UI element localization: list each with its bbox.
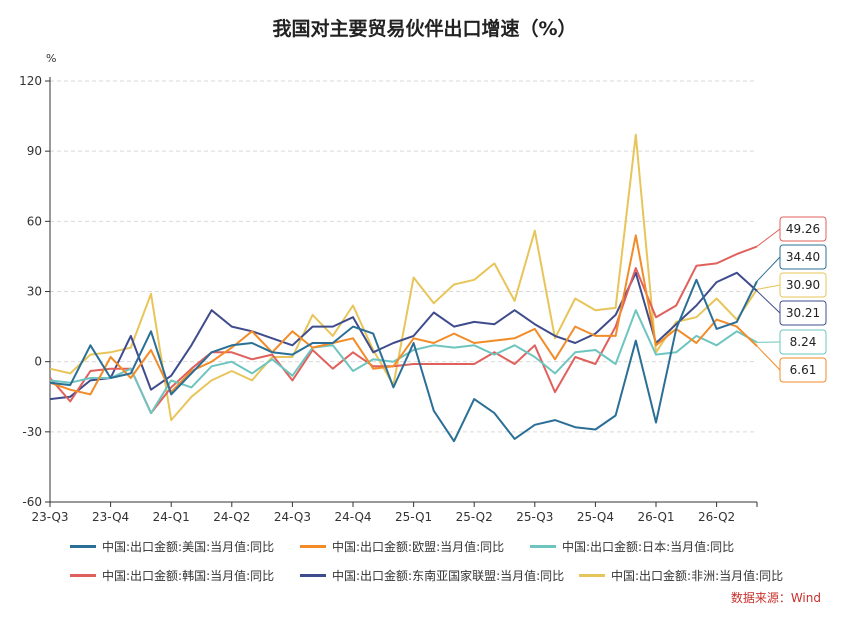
x-tick-label: 23-Q4 (92, 510, 129, 524)
legend-label: 中国:出口金额:欧盟:当月值:同比 (332, 540, 505, 554)
legend-item: 中国:出口金额:美国:当月值:同比 (70, 538, 274, 555)
callout-leader (756, 228, 781, 247)
x-tick-label: 24-Q1 (153, 510, 190, 524)
callout-box (779, 300, 827, 326)
x-tick-label: 25-Q4 (577, 510, 614, 524)
end-value-label: 49.26 (786, 222, 820, 236)
callout-box (779, 216, 827, 242)
series-line-0 (49, 278, 758, 443)
callout-box (779, 329, 827, 355)
data-source: 数据来源：Wind (730, 591, 821, 605)
legend-item: 中国:出口金额:韩国:当月值:同比 (70, 567, 274, 584)
legend-label: 中国:出口金额:非洲:当月值:同比 (611, 569, 784, 583)
y-axis-unit: % (46, 52, 57, 65)
y-tick-label: 60 (27, 214, 42, 228)
callout-leader (756, 256, 781, 282)
x-tick-label: 26-Q1 (637, 510, 674, 524)
x-tick-label: 25-Q2 (456, 510, 493, 524)
end-value-label: 34.40 (786, 250, 820, 264)
legend-item: 中国:出口金额:非洲:当月值:同比 (579, 567, 783, 584)
y-tick-label: 90 (27, 144, 42, 158)
y-tick-label: 30 (27, 285, 42, 299)
end-value-label: 30.90 (786, 278, 820, 292)
x-tick-label: 23-Q3 (31, 510, 68, 524)
series-line-4 (49, 271, 758, 401)
end-value-label: 8.24 (790, 335, 817, 349)
y-tick-label: -60 (22, 495, 42, 509)
legend-item: 中国:出口金额:欧盟:当月值:同比 (300, 538, 504, 555)
y-tick-label: 0 (34, 355, 42, 369)
legend-swatch (530, 545, 556, 548)
legend-item: 中国:出口金额:日本:当月值:同比 (530, 538, 734, 555)
x-tick-label: 24-Q2 (213, 510, 250, 524)
x-tick-label: 26-Q2 (698, 510, 735, 524)
callout-box (779, 244, 827, 270)
series-line-5 (49, 133, 758, 422)
legend-swatch (300, 574, 326, 577)
chart-title: 我国对主要贸易伙伴出口增速（%） (272, 18, 577, 40)
legend-label: 中国:出口金额:美国:当月值:同比 (102, 540, 275, 554)
legend-swatch (70, 574, 96, 577)
legend-label: 中国:出口金额:日本:当月值:同比 (562, 540, 735, 554)
callout-leader (756, 284, 781, 290)
legend-item: 中国:出口金额:东南亚国家联盟:当月值:同比 (300, 567, 564, 584)
x-tick-label: 24-Q3 (274, 510, 311, 524)
callout-box (779, 357, 827, 383)
legend-swatch (579, 574, 605, 577)
series-line-1 (49, 234, 758, 396)
x-tick-label: 24-Q4 (334, 510, 371, 524)
legend-swatch (300, 545, 326, 548)
end-value-label: 30.21 (786, 306, 820, 320)
callout-leader (756, 290, 781, 314)
x-tick-label: 25-Q1 (395, 510, 432, 524)
legend-swatch (70, 545, 96, 548)
x-tick-label: 25-Q3 (516, 510, 553, 524)
legend-label: 中国:出口金额:东南亚国家联盟:当月值:同比 (332, 569, 565, 583)
callout-box (779, 272, 827, 298)
legend-label: 中国:出口金额:韩国:当月值:同比 (102, 569, 275, 583)
y-tick-label: -30 (22, 425, 42, 439)
end-value-label: 6.61 (790, 363, 817, 377)
y-tick-label: 120 (19, 74, 42, 88)
callout-leader (756, 345, 781, 371)
